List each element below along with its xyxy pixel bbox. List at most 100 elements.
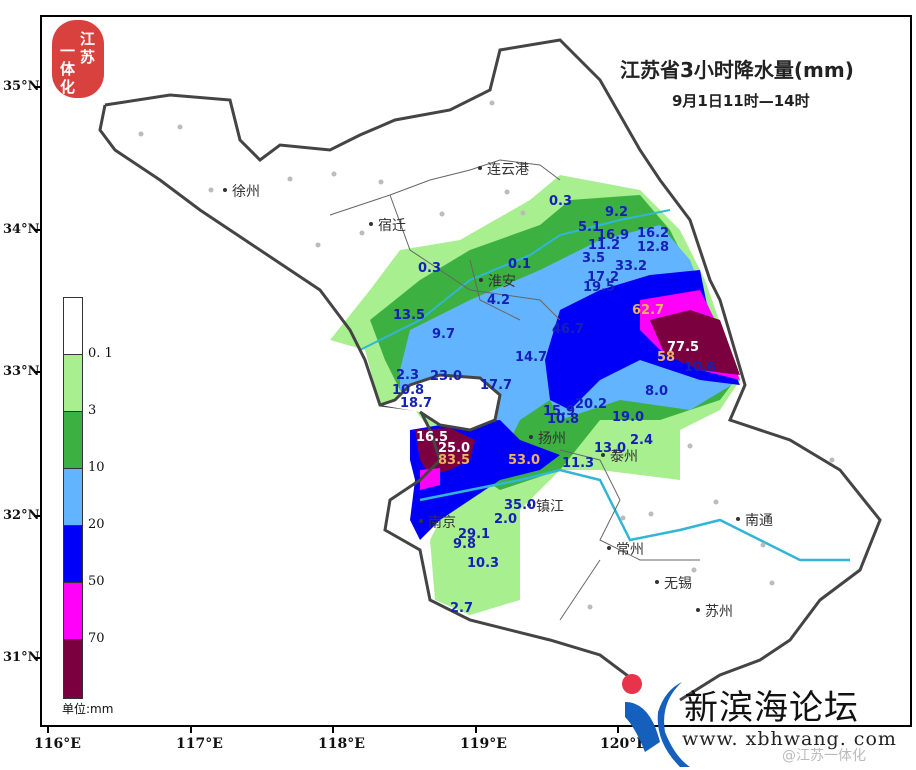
watermark-forum-name: 新滨海论坛 [684, 688, 859, 728]
legend-bin-5 [63, 582, 83, 639]
rain-value: 25.0 [438, 441, 471, 456]
legend-unit: 单位:mm [62, 702, 114, 716]
rain-value: 2.3 [396, 368, 420, 383]
rain-value: 9.2 [605, 205, 629, 220]
city-yangzhou: 扬州 [529, 428, 566, 448]
legend-label: 20 [88, 517, 105, 532]
jiangsu-stamp-logo: 江苏 一体化 [52, 20, 104, 98]
rain-value: 35.0 [504, 498, 537, 513]
rain-value: 9.7 [432, 327, 456, 342]
rain-value: 20.2 [575, 397, 608, 412]
rain-value: 3.5 [582, 251, 606, 266]
lat-tick [34, 229, 40, 231]
city-changzhou: 常州 [607, 539, 644, 559]
rain-value: 10.8 [392, 383, 425, 398]
xinbinhai-logo-icon [622, 674, 690, 767]
rain-value: 13.5 [393, 308, 426, 323]
rain-value: 4.2 [487, 293, 511, 308]
map-title: 江苏省3小时降水量(mm) [620, 58, 854, 82]
rain-value: 5.1 [578, 220, 602, 235]
color-legend [63, 297, 83, 699]
lon-label-120: 120°E [600, 736, 647, 752]
city-wuxi: 无锡 [655, 573, 692, 593]
lon-label-117: 117°E [176, 736, 223, 752]
rain-value: 17.7 [480, 378, 513, 393]
lon-tick [475, 727, 477, 733]
rain-value: 83.5 [438, 453, 471, 468]
legend-label: 70 [88, 631, 105, 646]
city-taizhou: 泰州 [601, 446, 638, 466]
rain-value: 11.3 [562, 456, 595, 471]
lon-label-118: 118°E [318, 736, 365, 752]
rain-value: 2.4 [630, 433, 654, 448]
legend-bin-6 [63, 639, 83, 699]
legend-bin-0 [63, 297, 83, 354]
city-suzhou: 苏州 [696, 601, 733, 621]
legend-bin-4 [63, 525, 83, 582]
legend-label: 3 [88, 403, 97, 418]
rain-value: 0.3 [549, 194, 573, 209]
rain-value: 12.8 [637, 240, 670, 255]
rain-value: 8.0 [645, 384, 669, 399]
rain-value: 15.9 [543, 404, 576, 419]
rain-value: 62.7 [632, 303, 665, 318]
rain-value: 17.2 [587, 270, 620, 285]
rain-value: 0.1 [508, 257, 532, 272]
lon-label-116: 116°E [34, 736, 81, 752]
rain-value: 13.0 [594, 441, 627, 456]
legend-bin-3 [63, 468, 83, 525]
legend-label: 0. 1 [88, 346, 113, 361]
city-suqian: 宿迁 [369, 215, 406, 235]
rain-value: 46.7 [552, 322, 585, 337]
lon-tick [190, 727, 192, 733]
city-xuzhou: 徐州 [223, 181, 260, 201]
rain-value: 19.0 [612, 410, 645, 425]
rain-value: 33.2 [615, 259, 648, 274]
lat-label-33: 33°N [3, 364, 40, 379]
watermark-url: www. xbhwang. com [682, 728, 897, 750]
rain-value: 29.1 [458, 527, 491, 542]
rain-value: 16.2 [637, 226, 670, 241]
rain-value: 16.9 [597, 228, 630, 243]
lat-tick [34, 657, 40, 659]
rain-value: 11.2 [588, 238, 621, 253]
legend-label: 50 [88, 574, 105, 589]
lat-tick [34, 515, 40, 517]
city-huaian: 淮安 [479, 271, 516, 291]
rain-value: 53.0 [508, 453, 541, 468]
rain-value: 77.5 [667, 340, 700, 355]
rain-value: 14.7 [515, 350, 548, 365]
rain-value: 2.7 [450, 601, 474, 616]
rain-value: 0.3 [418, 261, 442, 276]
legend-bin-1 [63, 354, 83, 411]
lat-label-35: 35°N [3, 79, 40, 94]
rain-value: 16.5 [416, 430, 449, 445]
rain-value: 2.0 [494, 512, 518, 527]
lat-label-31: 31°N [3, 650, 40, 665]
city-lianyungang: 连云港 [478, 159, 529, 179]
stamp-text-jiangsu: 江苏 [80, 30, 96, 66]
rain-value: 18.7 [400, 396, 433, 411]
rain-value: 58 [657, 350, 676, 365]
rain-value: 10.6 [684, 360, 717, 375]
lat-label-34: 34°N [3, 222, 40, 237]
legend-bin-2 [63, 411, 83, 468]
legend-label: 10 [88, 460, 105, 475]
lon-tick [332, 727, 334, 733]
city-nantong: 南通 [736, 510, 773, 530]
lon-tick [617, 727, 619, 733]
lon-tick [47, 727, 49, 733]
rain-value: 23.0 [430, 369, 463, 384]
rain-value: 9.8 [453, 537, 477, 552]
lat-tick [34, 371, 40, 373]
rain-value: 19.5 [583, 280, 616, 295]
rain-value: 10.8 [547, 412, 580, 427]
lat-tick [34, 86, 40, 88]
watermark-weibo: @江苏一体化 [782, 748, 866, 764]
city-nanjing: 南京 [419, 512, 456, 532]
lat-label-32: 32°N [3, 508, 40, 523]
lon-label-119: 119°E [460, 736, 507, 752]
stamp-text-yitihua: 一体化 [60, 42, 76, 96]
rain-value: 10.3 [467, 556, 500, 571]
